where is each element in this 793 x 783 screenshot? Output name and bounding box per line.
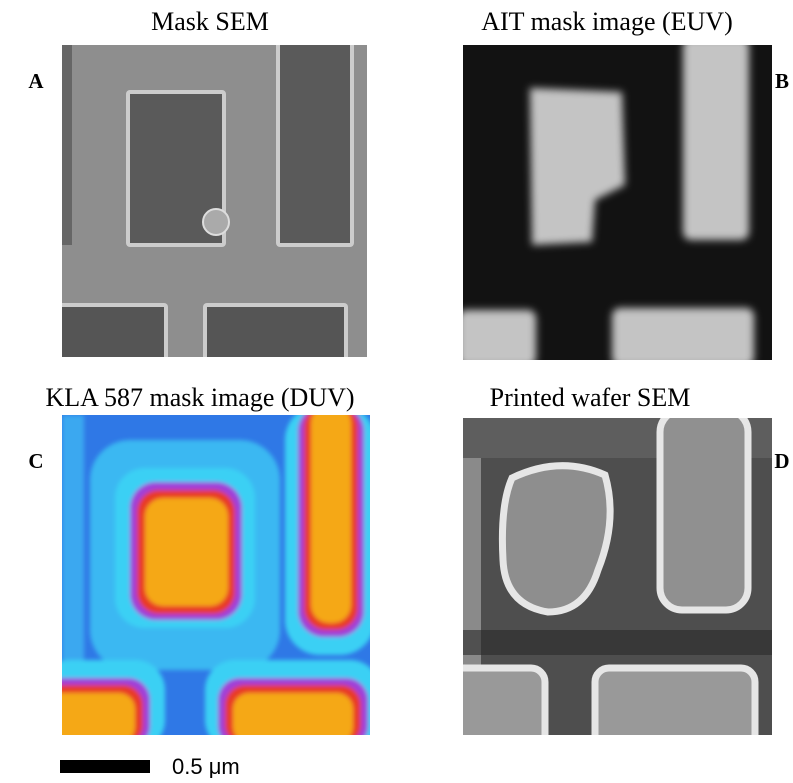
scale-bar: [60, 760, 150, 773]
panel-title: AIT mask image (EUV): [481, 7, 733, 36]
panel-title: KLA 587 mask image (DUV): [45, 383, 354, 412]
panel-letter: B: [775, 69, 789, 93]
panel-image: [458, 38, 772, 366]
panel-image: [450, 410, 772, 748]
panel-image: [55, 40, 367, 363]
panel-image: [40, 405, 380, 750]
panel-title: Mask SEM: [151, 7, 269, 36]
panel-letter: D: [774, 449, 789, 473]
scale-label: 0.5 μm: [172, 754, 240, 779]
panel-letter: A: [28, 69, 44, 93]
panel-title: Printed wafer SEM: [490, 383, 691, 412]
panel-letter: C: [28, 449, 43, 473]
figure: Mask SEM A AIT mask image (EUV) B KLA 58…: [0, 0, 793, 783]
